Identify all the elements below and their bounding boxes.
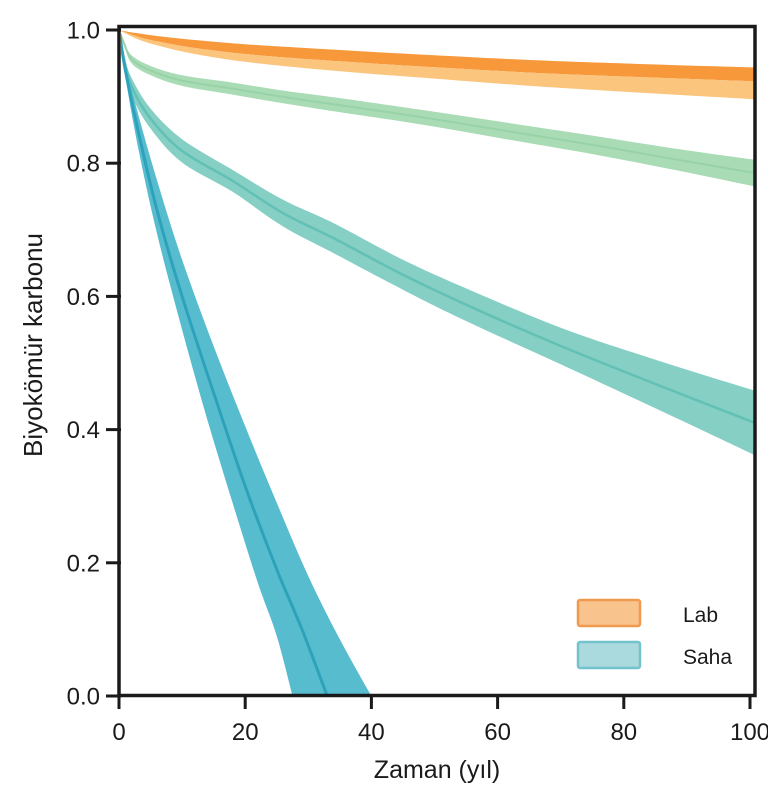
median-line-saha-medium-teal-band: [121, 34, 754, 424]
y-tick-label: 1.0: [67, 18, 100, 45]
x-tick-label: 0: [112, 719, 125, 746]
legend: Lab Saha: [576, 598, 732, 670]
legend-swatch-lab: [576, 598, 642, 628]
legend-label-saha: Saha: [683, 646, 732, 669]
y-tick-label: 0.0: [67, 684, 100, 711]
y-tick-label: 0.4: [67, 417, 100, 444]
x-axis-label: Zaman (yıl): [374, 756, 500, 784]
median-line-saha-fast-blue-band: [121, 33, 329, 696]
y-tick-label: 0.2: [67, 550, 100, 577]
axis-ticks-group: [106, 28, 752, 709]
band-saha-medium-teal-band: [121, 41, 754, 455]
y-tick-label: 0.6: [67, 284, 100, 311]
x-tick-label: 40: [358, 719, 385, 746]
x-tick-label: 20: [232, 719, 259, 746]
y-tick-label: 0.8: [67, 151, 100, 178]
median-line-saha-slow-green-band: [121, 32, 754, 174]
band-lab-upper-band: [121, 30, 754, 82]
y-axis-label: Biyokömür karbonu: [18, 233, 48, 457]
band-lab-lower-band: [121, 30, 754, 100]
x-tick-label: 100: [730, 719, 768, 746]
plot-border: [117, 24, 757, 698]
x-tick-label: 60: [484, 719, 511, 746]
x-tick-label: 80: [610, 719, 637, 746]
legend-swatch-saha: [576, 640, 642, 670]
band-saha-slow-green-band: [121, 35, 754, 187]
legend-label-lab: Lab: [683, 604, 718, 627]
axis-tick-labels-group: 0 20 40 60 80 100 0.0 0.2 0.4 0.6 0.8 1.0: [67, 18, 768, 747]
band-series-group: [121, 30, 754, 696]
